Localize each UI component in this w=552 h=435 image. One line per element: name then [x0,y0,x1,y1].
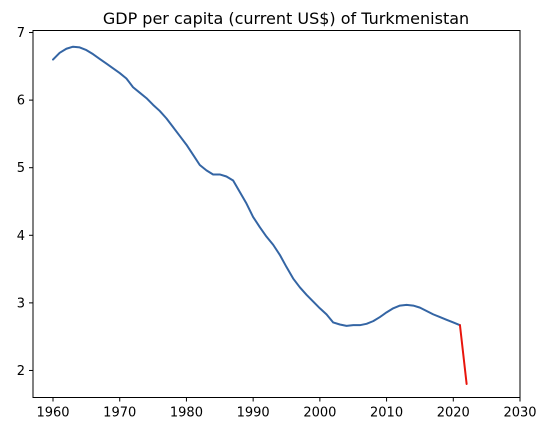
y-tick-label: 2 [17,364,25,379]
chart-title: GDP per capita (current US$) of Turkmeni… [103,9,469,28]
x-tick-label: 1970 [103,406,136,421]
series-line-1 [458,324,468,385]
x-tick-label: 2010 [370,406,403,421]
x-tick-label: 1980 [170,406,203,421]
axes-frame [32,30,521,398]
series-line-0 [52,45,461,327]
plot-lines [52,45,468,385]
x-tick-label: 1990 [237,406,270,421]
y-tick-label: 6 [17,94,25,109]
y-tick-label: 5 [17,161,25,176]
x-tick-label: 2030 [503,406,536,421]
y-axis: 2 3 4 5 6 7 [17,26,33,379]
x-tick-label: 2020 [437,406,470,421]
y-tick-label: 4 [17,229,25,244]
y-tick-label: 7 [17,26,25,41]
x-tick-label: 2000 [303,406,336,421]
y-tick-label: 3 [17,296,25,311]
x-axis: 1960 1970 1980 1990 2000 2010 2020 2030 [36,397,537,421]
x-tick-label: 1960 [36,406,69,421]
